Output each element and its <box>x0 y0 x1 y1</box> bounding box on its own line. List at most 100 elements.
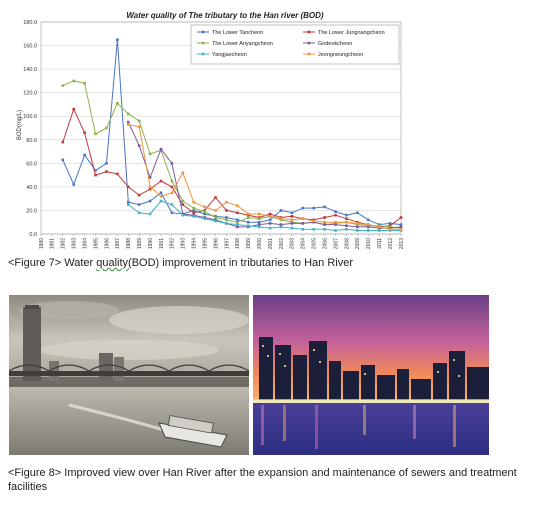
data-point <box>105 170 108 173</box>
data-point <box>83 131 86 135</box>
data-point <box>192 211 196 215</box>
data-point <box>225 222 228 225</box>
x-tick-label: 1995 <box>202 238 208 249</box>
data-point <box>323 220 326 224</box>
data-point <box>312 206 316 210</box>
figure-8-caption: <Figure 8> Improved view over Han River … <box>8 467 517 493</box>
data-point <box>345 213 348 217</box>
data-point <box>192 200 196 204</box>
tour-boat <box>158 415 228 448</box>
data-point <box>126 112 130 116</box>
data-point <box>203 205 206 209</box>
data-point <box>345 220 348 224</box>
data-point <box>257 225 261 229</box>
han-river-night-image <box>253 295 489 455</box>
data-point <box>116 101 119 105</box>
figure-7-caption: <Figure 7> Water quality(BOD) improvemen… <box>8 256 353 270</box>
data-point <box>334 223 337 226</box>
data-point <box>116 172 119 176</box>
data-point <box>257 212 261 216</box>
legend-label: Godeokcheon <box>318 41 352 47</box>
data-point <box>301 206 305 210</box>
data-point <box>334 220 337 224</box>
data-point <box>181 171 185 175</box>
data-point <box>301 227 305 231</box>
data-point <box>301 217 305 220</box>
data-point <box>279 209 283 212</box>
data-point <box>116 38 119 41</box>
data-point <box>83 153 86 157</box>
chart-svg: Water quality of The tributary to the Ha… <box>17 11 405 250</box>
data-point <box>399 223 403 226</box>
data-point <box>356 211 359 215</box>
data-point <box>137 125 141 129</box>
data-point <box>105 162 108 165</box>
x-tick-label: 1983 <box>72 238 78 249</box>
data-point <box>279 225 283 229</box>
data-point <box>257 223 261 226</box>
data-point <box>192 209 196 212</box>
legend-box <box>190 24 400 65</box>
x-tick-label: 1985 <box>93 238 99 249</box>
data-point <box>279 217 283 220</box>
data-point <box>148 199 152 203</box>
data-point <box>323 205 326 209</box>
data-point <box>225 200 228 204</box>
data-point <box>246 216 250 219</box>
data-point <box>192 206 196 210</box>
x-tick-label: 2012 <box>388 238 394 249</box>
data-point <box>399 216 403 219</box>
x-tick-label: 2013 <box>399 238 405 249</box>
data-point <box>61 84 65 87</box>
data-point <box>126 200 130 204</box>
data-point <box>268 226 272 230</box>
data-point <box>268 218 272 222</box>
data-point <box>170 162 174 165</box>
x-tick-label: 1990 <box>148 238 154 249</box>
data-point <box>279 223 283 226</box>
data-point <box>148 152 152 156</box>
x-tick-label: 2010 <box>366 238 372 249</box>
data-point <box>181 199 185 203</box>
x-tick-label: 1989 <box>137 238 143 249</box>
data-point <box>246 224 250 228</box>
data-point <box>159 199 163 203</box>
y-axis-label: BOD(mg/L) <box>17 110 23 140</box>
data-point <box>290 218 294 222</box>
x-tick-label: 1986 <box>104 238 110 249</box>
y-tick-label: 120.0 <box>23 91 37 97</box>
data-point <box>126 203 130 206</box>
legend-marker <box>201 52 205 56</box>
data-point <box>268 212 272 216</box>
data-point <box>94 169 97 172</box>
data-point <box>126 185 130 189</box>
y-tick-label: 40.0 <box>26 185 37 191</box>
data-point <box>137 193 141 197</box>
series-line <box>127 200 401 231</box>
legend: The Lower Tancheon The Lower Jungnangcheo… <box>190 24 400 65</box>
x-tick-label: 1981 <box>50 238 56 249</box>
data-point <box>170 185 174 189</box>
data-point <box>290 226 294 230</box>
data-point <box>377 225 381 229</box>
y-tick-label: 20.0 <box>26 208 37 214</box>
figure-7-caption-spellcheck: quality( <box>96 257 132 269</box>
data-point <box>148 187 152 191</box>
data-point <box>72 79 76 83</box>
data-point <box>236 218 239 222</box>
x-tick-label: 1996 <box>213 238 219 249</box>
x-tick-label: 2004 <box>301 238 307 249</box>
plot-area-frame <box>40 21 402 235</box>
legend-marker <box>201 30 205 34</box>
data-point <box>159 179 163 183</box>
y-tick-label: 180.0 <box>23 20 37 26</box>
data-point <box>192 215 196 218</box>
data-point <box>388 227 392 231</box>
x-tick-label: 1980 <box>39 238 45 249</box>
data-point <box>94 132 97 136</box>
data-point <box>257 220 261 224</box>
figure-7-caption-suffix: BOD) improvement in tributaries to Han R… <box>131 257 354 269</box>
data-point <box>214 219 217 223</box>
data-point <box>356 222 359 225</box>
data-point <box>159 147 163 151</box>
